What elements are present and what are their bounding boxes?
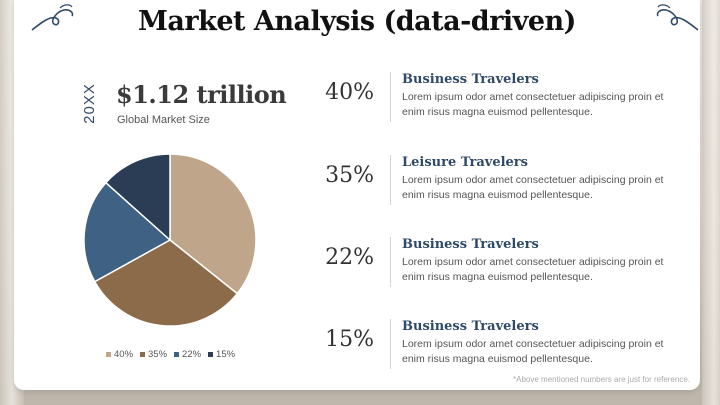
stat-row: 15% Business Travelers Lorem ipsum odor … <box>304 319 674 371</box>
stat-body: Lorem ipsum odor amet consectetuer adipi… <box>402 338 664 365</box>
legend-item: 15% <box>208 349 235 360</box>
pie-slice <box>93 239 239 327</box>
market-size-value: $1.12 trillion <box>116 80 287 109</box>
legend-swatch <box>140 352 146 357</box>
market-size-label: Global Market Size <box>117 114 210 126</box>
stat-row: 40% Business Travelers Lorem ipsum odor … <box>304 72 674 124</box>
legend-swatch <box>208 352 214 357</box>
stat-body: Lorem ipsum odor amet consectetuer adipi… <box>402 91 664 118</box>
legend-item: 40% <box>106 349 133 360</box>
stat-percent: 15% <box>325 327 374 352</box>
stat-divider <box>390 237 391 287</box>
swirl-ornament-right-icon <box>656 4 699 31</box>
stat-body: Lorem ipsum odor amet consectetuer adipi… <box>402 256 664 283</box>
stat-heading: Business Travelers <box>402 319 539 334</box>
pie-chart <box>83 153 257 327</box>
legend-label: 15% <box>216 349 236 360</box>
stat-heading: Business Travelers <box>402 72 539 87</box>
background-pillar-right <box>702 0 720 405</box>
stat-percent: 40% <box>325 80 374 105</box>
stat-percent: 22% <box>325 245 374 270</box>
legend-item: 35% <box>140 349 167 360</box>
stat-divider <box>390 319 391 369</box>
legend-label: 40% <box>114 349 134 360</box>
stat-heading: Business Travelers <box>402 237 539 252</box>
legend-label: 35% <box>148 349 168 360</box>
stat-percent: 35% <box>325 163 374 188</box>
year-text: 20XX <box>80 82 98 124</box>
stat-heading: Leisure Travelers <box>402 155 528 170</box>
legend-label: 22% <box>182 349 202 360</box>
slide-card: Market Analysis (data-driven) 20XX $1.12… <box>14 0 700 390</box>
stat-divider <box>390 72 391 122</box>
slide-title: Market Analysis (data-driven) <box>138 6 576 37</box>
stat-row: 35% Leisure Travelers Lorem ipsum odor a… <box>304 155 674 207</box>
pie-slice <box>104 153 171 242</box>
swirl-ornament-left-icon <box>31 4 74 31</box>
pie-legend: 40% 35% 22% 15% <box>106 349 235 360</box>
legend-swatch <box>106 352 111 357</box>
stat-body: Lorem ipsum odor amet consectetuer adipi… <box>402 174 664 201</box>
year-label: 20XX <box>78 78 100 128</box>
pie-slice <box>83 181 172 283</box>
legend-swatch <box>174 352 180 357</box>
pie-slice <box>169 153 257 295</box>
footnote: *Above mentioned numbers are just for re… <box>513 375 690 384</box>
legend-item: 22% <box>174 349 201 360</box>
stat-row: 22% Business Travelers Lorem ipsum odor … <box>304 237 674 289</box>
stat-divider <box>390 155 391 205</box>
